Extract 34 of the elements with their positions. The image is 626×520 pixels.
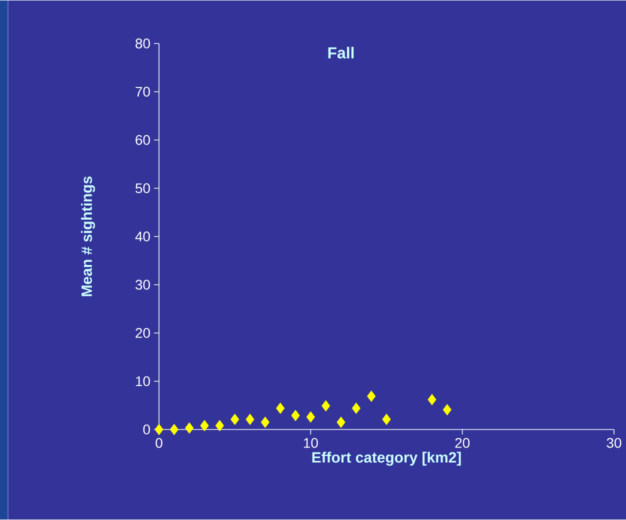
x-tick-label: 30 bbox=[606, 438, 622, 448]
y-tick-label: 50 bbox=[136, 183, 150, 194]
y-tick-label: 70 bbox=[136, 86, 150, 97]
point bbox=[170, 424, 178, 436]
point bbox=[428, 394, 436, 406]
point bbox=[200, 420, 209, 432]
point bbox=[260, 416, 270, 428]
point bbox=[382, 414, 391, 426]
x-axis-title: Effort category [km2] bbox=[312, 452, 461, 466]
point bbox=[367, 390, 376, 402]
y-tick-label: 80 bbox=[136, 38, 150, 48]
point bbox=[352, 402, 360, 414]
y-axis-title: Mean # sightings bbox=[81, 176, 96, 296]
chart-title: Fall bbox=[328, 46, 354, 59]
y-tick-label: 30 bbox=[136, 280, 150, 290]
point bbox=[336, 416, 346, 428]
point bbox=[322, 400, 330, 412]
y-tick-label: 20 bbox=[136, 328, 150, 338]
x-tick-label: 0 bbox=[156, 438, 162, 448]
point bbox=[230, 414, 240, 426]
y-tick-label: 10 bbox=[136, 376, 150, 386]
point bbox=[215, 420, 224, 432]
point bbox=[306, 411, 315, 423]
y-tick-label: 40 bbox=[135, 232, 150, 242]
point bbox=[246, 414, 254, 426]
y-tick-label: 60 bbox=[136, 135, 150, 145]
x-tick-label: 20 bbox=[455, 438, 470, 448]
point bbox=[291, 410, 300, 422]
point bbox=[442, 404, 452, 416]
point bbox=[185, 422, 194, 434]
x-tick-label: 10 bbox=[304, 438, 318, 448]
point bbox=[154, 424, 164, 436]
point bbox=[276, 402, 285, 414]
y-tick-label: 0 bbox=[143, 424, 150, 434]
